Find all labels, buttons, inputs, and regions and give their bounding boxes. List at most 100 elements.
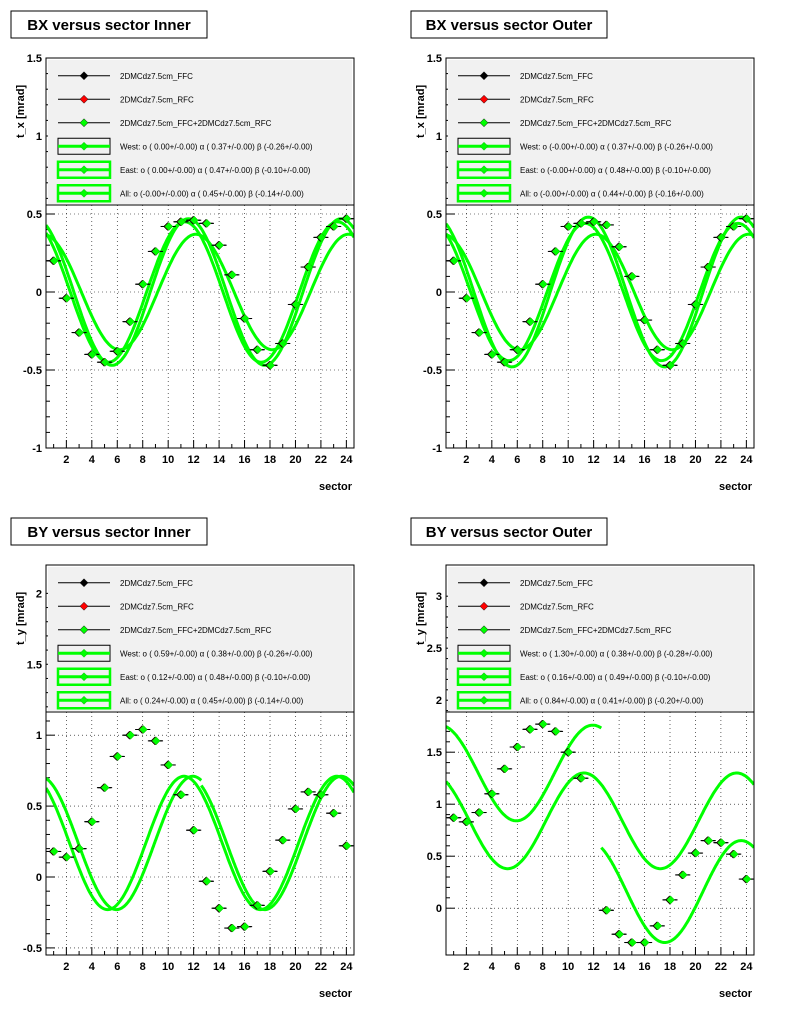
data-point [691,300,701,309]
data-point [138,725,148,734]
y-tick-label: 0 [36,872,42,884]
legend-marker [79,578,89,588]
data-point [215,903,225,913]
data-point [717,838,726,848]
data-point [304,787,314,797]
plot-frame-outline [445,57,755,449]
x-tick-label: 24 [740,961,753,973]
legend-marker [79,118,89,128]
data-point [278,339,288,348]
y-tick-label: 2.5 [427,643,442,655]
data-point [717,233,726,242]
fit-curve-all [446,221,754,363]
data-point [577,773,586,783]
data-point [88,817,97,827]
data-point [449,813,459,823]
data-point [49,847,59,856]
data-point [615,242,625,252]
y-tick-label: 1 [436,131,442,143]
data-point [342,214,352,224]
data-point [691,848,701,858]
x-tick-label: 6 [114,454,120,466]
data-point [500,357,510,367]
data-point [628,272,637,281]
legend-entry-label: East: o (-0.00+/-0.00) α ( 0.48+/-0.00) … [520,166,711,175]
legend-entry-label: 2DMCdz7.5cm_FFC+2DMCdz7.5cm_RFC [520,119,672,128]
legend-entry-label: 2DMCdz7.5cm_FFC+2DMCdz7.5cm_RFC [120,119,272,128]
data-point [602,905,612,915]
data-point [164,222,174,231]
legend-entry-label: East: o ( 0.12+/-0.00) α ( 0.48+/-0.00) … [120,673,311,682]
x-tick-label: 16 [638,454,650,466]
data-point [640,315,650,325]
legend-entry-label: 2DMCdz7.5cm_FFC [520,72,593,81]
x-tick-label: 8 [140,454,146,466]
data-point [202,219,212,228]
data-point [177,217,186,227]
data-point [215,240,225,250]
x-tick-label: 10 [562,961,574,973]
data-point [240,314,250,323]
x-tick-label: 20 [689,454,701,466]
data-point [526,724,535,734]
x-tick-label: 8 [140,961,146,973]
legend-marker [479,578,489,588]
data-point [100,357,110,367]
legend-marker [79,188,89,198]
chart-title-box [410,517,608,546]
data-point [678,339,688,348]
x-tick-label: 22 [315,961,327,973]
data-point [151,247,161,256]
data-point [100,783,110,793]
legend-entry-label: 2DMCdz7.5cm_FFC [520,579,593,588]
y-tick-label: -0.5 [23,365,42,377]
x-tick-label: 22 [715,961,727,973]
y-tick-label: -0.5 [23,943,42,955]
legend-marker [479,188,489,198]
x-tick-label: 4 [89,961,96,973]
data-point [729,222,739,231]
data-point [615,929,625,939]
legend-entry-label: 2DMCdz7.5cm_FFC+2DMCdz7.5cm_RFC [520,626,672,635]
x-tick-label: 4 [489,454,496,466]
chart-title: BY versus sector Inner [27,524,190,541]
data-point [304,262,314,272]
legend-entry-label: West: o ( 0.59+/-0.00) α ( 0.38+/-0.00) … [120,649,313,658]
data-point [49,256,59,266]
x-tick-label: 10 [562,454,574,466]
data-point [628,938,637,947]
data-point [513,742,523,752]
x-tick-label: 10 [162,961,174,973]
data-point [653,921,663,931]
legend-entry-label: East: o ( 0.16+/-0.00) α ( 0.49+/-0.00) … [520,673,711,682]
x-tick-label: 14 [613,454,626,466]
legend-entry-label: West: o ( 1.30+/-0.00) α ( 0.38+/-0.00) … [520,649,713,658]
data-point [462,817,472,827]
chart-panel-1: BX versus sector Outer-1-0.500.511.52 4 6 8… [410,10,755,493]
data-point [488,350,497,359]
data-point [62,293,72,303]
legend-entry-label: All: o (-0.00+/-0.00) α ( 0.45+/-0.00) β… [120,189,304,198]
data-point [151,736,161,746]
legend-entry-label: 2DMCdz7.5cm_RFC [520,95,594,104]
data-point [640,938,650,947]
plot-area [446,719,754,947]
legend-box [448,567,752,711]
data-point [266,866,275,876]
legend-marker [79,141,89,151]
legend-entry-label: 2DMCdz7.5cm_FFC+2DMCdz7.5cm_RFC [120,626,272,635]
data-point [678,870,688,880]
legend-entry-label: West: o (-0.00+/-0.00) α ( 0.37+/-0.00) … [520,142,713,151]
data-point [317,233,326,242]
x-tick-label: 16 [238,454,250,466]
data-point [538,279,548,289]
y-tick-label: 1 [36,131,42,143]
legend-entry-label: 2DMCdz7.5cm_RFC [520,602,594,611]
data-point [462,293,472,303]
legend-marker [79,625,89,635]
plot-area [446,214,754,370]
x-tick-label: 22 [715,454,727,466]
data-point [88,350,97,359]
